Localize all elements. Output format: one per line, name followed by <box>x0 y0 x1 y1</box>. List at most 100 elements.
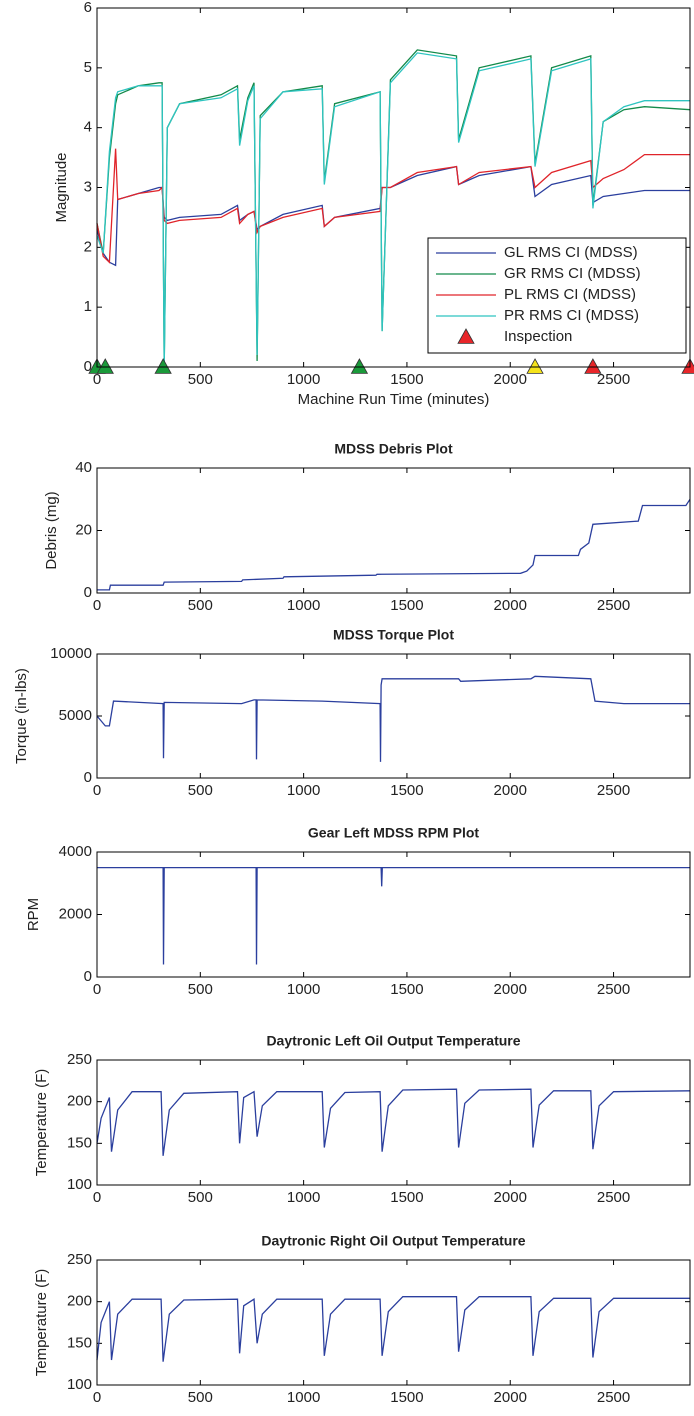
x-tick-label: 2000 <box>494 371 527 388</box>
plot-area <box>97 1260 690 1385</box>
legend-marker <box>457 328 475 344</box>
y-tick-label: 100 <box>67 1176 92 1193</box>
x-tick-label: 0 <box>93 782 101 799</box>
x-tick-label: 2500 <box>597 1189 630 1206</box>
x-tick-label: 2500 <box>597 371 630 388</box>
data-line <box>96 148 690 264</box>
legend-label: PL RMS CI (MDSS) <box>504 286 636 303</box>
inspection-marker <box>681 358 694 374</box>
x-tick-label: 2000 <box>494 1389 527 1406</box>
chart-title: Daytronic Right Oil Output Temperature <box>261 1233 525 1249</box>
y-tick-label: 4000 <box>59 843 92 860</box>
y-tick-label: 250 <box>67 1051 92 1068</box>
inspection-marker <box>526 358 544 374</box>
inspection-marker <box>584 358 602 374</box>
x-tick-label: 0 <box>93 1189 101 1206</box>
plot-frame <box>96 467 691 594</box>
x-tick-label: 2500 <box>597 597 630 614</box>
x-tick-label: 500 <box>188 981 213 998</box>
inspection-marker <box>96 358 114 374</box>
x-tick-label: 1000 <box>287 782 320 799</box>
legend-label: Inspection <box>504 328 572 345</box>
chart-title: MDSS Debris Plot <box>334 441 453 457</box>
legend-label: GR RMS CI (MDSS) <box>504 265 641 282</box>
data-line <box>96 165 690 267</box>
y-tick-label: 20 <box>75 521 92 538</box>
inspection-marker <box>350 358 369 374</box>
plot-frame <box>96 7 691 368</box>
chart-title: Daytronic Left Oil Output Temperature <box>266 1033 520 1049</box>
x-tick-label: 1500 <box>390 1189 423 1206</box>
chart-title: Gear Left MDSS RPM Plot <box>308 825 479 841</box>
x-tick-label: 2500 <box>597 981 630 998</box>
y-tick-label: 0 <box>84 769 92 786</box>
y-axis-label: RPM <box>25 898 42 931</box>
y-tick-label: 5 <box>84 59 92 76</box>
x-tick-label: 1000 <box>287 1389 320 1406</box>
y-tick-label: 5000 <box>59 707 92 724</box>
y-tick-label: 2000 <box>59 905 92 922</box>
x-tick-label: 2000 <box>494 1189 527 1206</box>
x-tick-label: 500 <box>188 782 213 799</box>
x-tick-label: 500 <box>188 371 213 388</box>
data-line <box>96 52 690 368</box>
legend-label: GL RMS CI (MDSS) <box>504 244 638 261</box>
x-tick-label: 0 <box>93 981 101 998</box>
chart-title: MDSS Torque Plot <box>333 627 454 643</box>
y-axis-label: Torque (in-lbs) <box>13 668 30 764</box>
y-tick-label: 0 <box>84 358 92 375</box>
x-tick-label: 1000 <box>287 597 320 614</box>
inspection-marker <box>154 358 172 374</box>
data-line <box>96 675 690 762</box>
y-tick-label: 250 <box>67 1251 92 1268</box>
y-tick-label: 200 <box>67 1293 92 1310</box>
plot-frame <box>96 1059 691 1186</box>
y-tick-label: 4 <box>84 119 92 136</box>
plot-frame <box>96 653 691 779</box>
y-axis-label: Debris (mg) <box>43 491 60 569</box>
y-tick-label: 10000 <box>50 645 92 662</box>
y-tick-label: 100 <box>67 1376 92 1393</box>
plot-area <box>97 852 690 977</box>
data-line <box>96 1088 691 1156</box>
x-axis-label: Machine Run Time (minutes) <box>298 391 490 408</box>
plot-frame <box>96 1259 691 1386</box>
x-tick-label: 1500 <box>390 981 423 998</box>
x-tick-label: 500 <box>188 1389 213 1406</box>
legend-label: PR RMS CI (MDSS) <box>504 307 639 324</box>
y-tick-label: 6 <box>84 0 92 16</box>
x-tick-label: 500 <box>188 1189 213 1206</box>
x-tick-label: 500 <box>188 597 213 614</box>
x-tick-label: 1500 <box>390 597 423 614</box>
y-tick-label: 40 <box>75 459 92 476</box>
y-axis-label: Magnitude <box>53 152 70 222</box>
y-tick-label: 200 <box>67 1093 92 1110</box>
plot-area <box>97 654 690 778</box>
x-tick-label: 1000 <box>287 981 320 998</box>
y-axis-label: Temperature (F) <box>33 1069 50 1177</box>
y-tick-label: 1 <box>84 298 92 315</box>
x-tick-label: 1500 <box>390 782 423 799</box>
x-tick-label: 0 <box>93 597 101 614</box>
data-line <box>97 866 690 965</box>
x-tick-label: 0 <box>93 1389 101 1406</box>
x-tick-label: 2500 <box>597 1389 630 1406</box>
plot-frame <box>96 851 691 978</box>
y-tick-label: 150 <box>67 1334 92 1351</box>
x-tick-label: 2000 <box>494 981 527 998</box>
x-tick-label: 1500 <box>390 371 423 388</box>
data-line <box>96 1296 690 1362</box>
x-tick-label: 1500 <box>390 1389 423 1406</box>
y-axis-label: Temperature (F) <box>33 1269 50 1377</box>
y-tick-label: 2 <box>84 238 92 255</box>
y-tick-label: 0 <box>84 968 92 985</box>
y-tick-label: 0 <box>84 584 92 601</box>
y-tick-label: 150 <box>67 1134 92 1151</box>
x-tick-label: 1000 <box>287 1189 320 1206</box>
x-tick-label: 0 <box>93 371 101 388</box>
y-tick-label: 3 <box>84 178 92 195</box>
plot-area <box>97 1060 690 1185</box>
x-tick-label: 2000 <box>494 782 527 799</box>
data-line <box>97 498 691 591</box>
